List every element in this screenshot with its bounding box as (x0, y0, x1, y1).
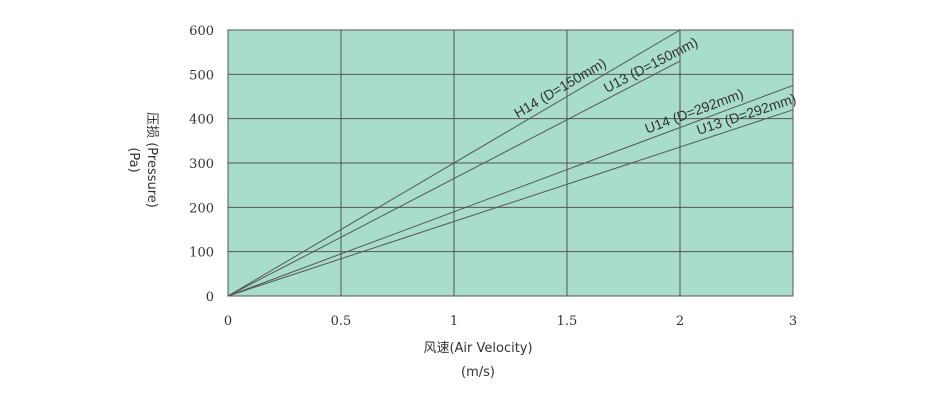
x-tick-label: 0.5 (331, 314, 352, 329)
y-tick-label: 400 (189, 113, 214, 128)
x-axis-unit: (m/s) (461, 365, 495, 380)
series-line (227, 84, 794, 297)
y-tick-label: 600 (189, 24, 214, 39)
series-line (227, 109, 794, 297)
y-tick-labels: 0 100 200 300 400 500 600 (189, 24, 214, 305)
y-axis-unit: (Pa) (126, 147, 141, 172)
y-tick-label: 100 (189, 246, 214, 261)
series-lines (227, 29, 794, 297)
y-tick-label: 0 (206, 290, 214, 305)
x-tick-label: 3 (789, 314, 797, 329)
grid-lines (227, 29, 794, 297)
x-tick-label: 0 (224, 314, 232, 329)
x-tick-label: 1 (450, 314, 458, 329)
x-axis-title: 风速(Air Velocity) (423, 341, 532, 356)
y-axis-title: 压损 (Pressure) (144, 112, 159, 208)
y-tick-label: 300 (189, 157, 214, 172)
y-tick-label: 500 (189, 68, 214, 83)
x-tick-label: 1.5 (557, 314, 578, 329)
x-tick-labels: 0 0.5 1 1.5 2 3 (224, 314, 797, 329)
x-tick-label: 2 (676, 314, 684, 329)
series-line (227, 60, 681, 297)
y-tick-label: 200 (189, 201, 214, 216)
series-line (227, 29, 681, 297)
